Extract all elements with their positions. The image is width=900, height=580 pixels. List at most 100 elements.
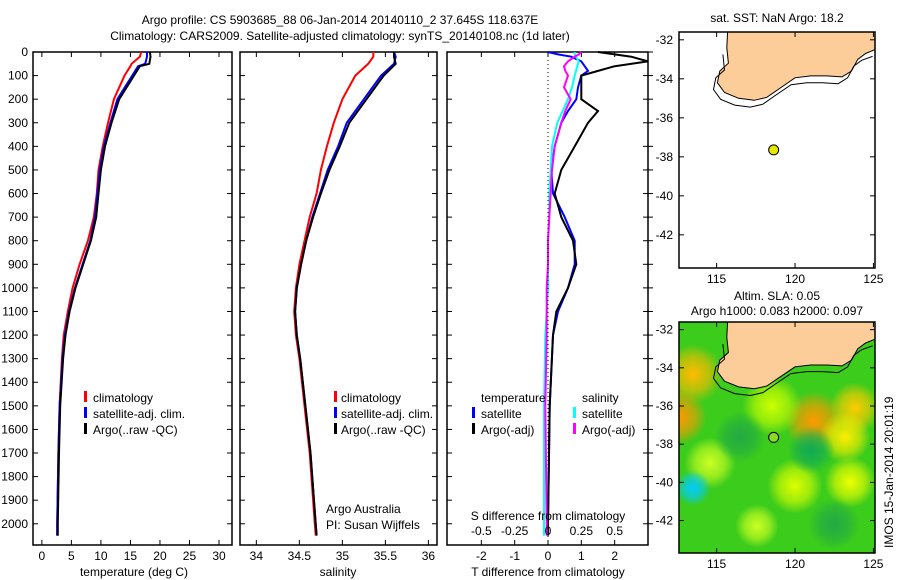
legend-climatology: climatology bbox=[341, 391, 401, 405]
map-frame bbox=[678, 31, 876, 269]
bathymetry-contour bbox=[712, 54, 873, 108]
x-tick-label: 2 bbox=[611, 549, 618, 563]
x-tick-label: 34 bbox=[250, 549, 264, 563]
y-tick-label: 1000 bbox=[1, 281, 28, 295]
annotation-argo-australia: Argo Australia bbox=[326, 502, 401, 516]
x-tick-label: 15 bbox=[124, 549, 138, 563]
lat-tick-label: -42 bbox=[656, 514, 674, 528]
difference-legend: temperature salinity satellite Argo(-adj… bbox=[472, 391, 635, 437]
series-line-s-argo-adj- bbox=[544, 51, 582, 536]
s-tick-label: 0 bbox=[545, 524, 552, 538]
y-tick-label: 400 bbox=[8, 139, 28, 153]
x-tick-label: 25 bbox=[183, 549, 197, 563]
s-tick-label: -0.25 bbox=[501, 524, 529, 538]
series-line-climatology bbox=[56, 51, 143, 536]
lon-tick-label: 125 bbox=[863, 272, 883, 286]
sst-map-panel: 115 120 125 -32 -34 -36 -38 -40 -42 bbox=[656, 31, 884, 286]
lat-tick-label: -40 bbox=[656, 475, 674, 489]
series-line-t-satellite bbox=[547, 51, 590, 536]
legend-argo: Argo(..raw -QC) bbox=[93, 423, 178, 437]
y-tick-label: 1600 bbox=[1, 422, 28, 436]
series-line-climatology bbox=[293, 52, 375, 536]
plot-frame bbox=[32, 51, 233, 546]
legend-s-argo: Argo(-adj) bbox=[582, 423, 635, 437]
legend-swatch-climatology bbox=[334, 391, 337, 402]
legend-salinity-title: salinity bbox=[582, 391, 619, 405]
s-tick-label: 0.25 bbox=[570, 524, 594, 538]
x-tick-label: 5 bbox=[68, 549, 75, 563]
legend-s-satellite: satellite bbox=[582, 407, 623, 421]
y-tick-label: 1300 bbox=[1, 352, 28, 366]
legend-swatch-climatology bbox=[84, 391, 87, 402]
y-tick-label: 1700 bbox=[1, 446, 28, 460]
sla-map-panel: 115 120 125 -32 -34 -36 -38 -40 -42 bbox=[656, 321, 884, 571]
difference-panel: -2 -1 0 1 2 -0.5 -0.25 0 0.25 0.5 bbox=[446, 51, 653, 563]
lat-tick-label: -34 bbox=[656, 361, 674, 375]
lat-tick-label: -42 bbox=[656, 228, 674, 242]
lat-tick-label: -36 bbox=[656, 111, 674, 125]
legend-t-argo: Argo(-adj) bbox=[481, 423, 534, 437]
lon-tick-label: 125 bbox=[863, 557, 883, 571]
lon-tick-label: 120 bbox=[785, 557, 805, 571]
x-tick-label: 0 bbox=[545, 549, 552, 563]
legend-swatch-satellite bbox=[334, 407, 337, 418]
y-tick-label: 600 bbox=[8, 187, 28, 201]
sla-anomaly-blob bbox=[714, 410, 767, 463]
sla-anomaly-blob bbox=[808, 498, 861, 551]
legend-climatology: climatology bbox=[93, 391, 153, 405]
argo-location-marker bbox=[768, 144, 780, 156]
lat-tick-label: -38 bbox=[656, 437, 674, 451]
x-tick-label: 36 bbox=[422, 549, 436, 563]
salinity-xlabel: salinity bbox=[320, 565, 357, 579]
legend-temperature-title: temperature bbox=[481, 391, 546, 405]
sla-anomaly-blob bbox=[679, 470, 712, 507]
y-tick-label: 1100 bbox=[2, 304, 28, 318]
t-diff-xlabel: T difference from climatology bbox=[471, 565, 625, 579]
x-tick-label: 30 bbox=[212, 549, 226, 563]
y-tick-label: 100 bbox=[8, 69, 28, 83]
x-tick-label: 1 bbox=[578, 549, 585, 563]
map-frame bbox=[678, 321, 876, 554]
x-tick-label: 35.5 bbox=[374, 549, 398, 563]
x-tick-label: -1 bbox=[509, 549, 520, 563]
y-tick-label: 700 bbox=[8, 210, 28, 224]
legend-swatch-s-argo bbox=[573, 423, 576, 434]
lon-tick-label: 115 bbox=[707, 557, 726, 571]
x-tick-label: 34.5 bbox=[288, 549, 312, 563]
x-tick-label: 35 bbox=[336, 549, 350, 563]
sla-map-title1: Altim. SLA: 0.05 bbox=[734, 289, 820, 303]
sst-map-title: sat. SST: NaN Argo: 18.2 bbox=[710, 11, 844, 25]
title-line1: Argo profile: CS 5903685_88 06-Jan-2014 … bbox=[142, 13, 539, 27]
lat-tick-label: -40 bbox=[656, 189, 674, 203]
legend-swatch-argo bbox=[84, 423, 87, 434]
legend-swatch-s-satellite bbox=[573, 407, 576, 418]
temperature-legend: climatology satellite-adj. clim. Argo(..… bbox=[84, 391, 185, 437]
y-tick-label: 300 bbox=[8, 116, 28, 130]
series-line-argo-raw-qc- bbox=[56, 51, 152, 536]
x-tick-label: -2 bbox=[476, 549, 487, 563]
bathymetry-contour bbox=[712, 343, 873, 397]
legend-swatch-t-satellite bbox=[472, 407, 475, 418]
legend-swatch-argo bbox=[334, 423, 337, 434]
x-tick-label: 20 bbox=[153, 549, 167, 563]
lon-tick-label: 120 bbox=[785, 272, 805, 286]
sla-anomaly-blob bbox=[735, 504, 780, 549]
y-tick-label: 2000 bbox=[1, 517, 28, 531]
land-australia bbox=[716, 321, 876, 390]
land-australia bbox=[716, 31, 876, 101]
imos-timestamp: IMOS 15-Jan-2014 20:01:19 bbox=[882, 396, 896, 548]
legend-swatch-t-argo bbox=[472, 423, 475, 434]
y-tick-label: 1200 bbox=[1, 328, 28, 342]
temperature-xlabel: temperature (deg C) bbox=[80, 565, 188, 579]
salinity-legend: climatology satellite-adj. clim. Argo(..… bbox=[326, 391, 433, 532]
y-tick-label: 500 bbox=[8, 163, 28, 177]
s-tick-label: -0.5 bbox=[471, 524, 492, 538]
argo-location-marker bbox=[768, 431, 780, 443]
lat-tick-label: -32 bbox=[656, 323, 674, 337]
legend-satellite: satellite-adj. clim. bbox=[93, 407, 185, 421]
y-tick-label: 1800 bbox=[1, 470, 28, 484]
y-tick-label: 1400 bbox=[1, 375, 28, 389]
s-tick-label: 0.5 bbox=[606, 524, 623, 538]
lon-tick-label: 115 bbox=[707, 272, 726, 286]
temperature-panel: 0100200300400500600700800900100011001200… bbox=[1, 45, 233, 563]
